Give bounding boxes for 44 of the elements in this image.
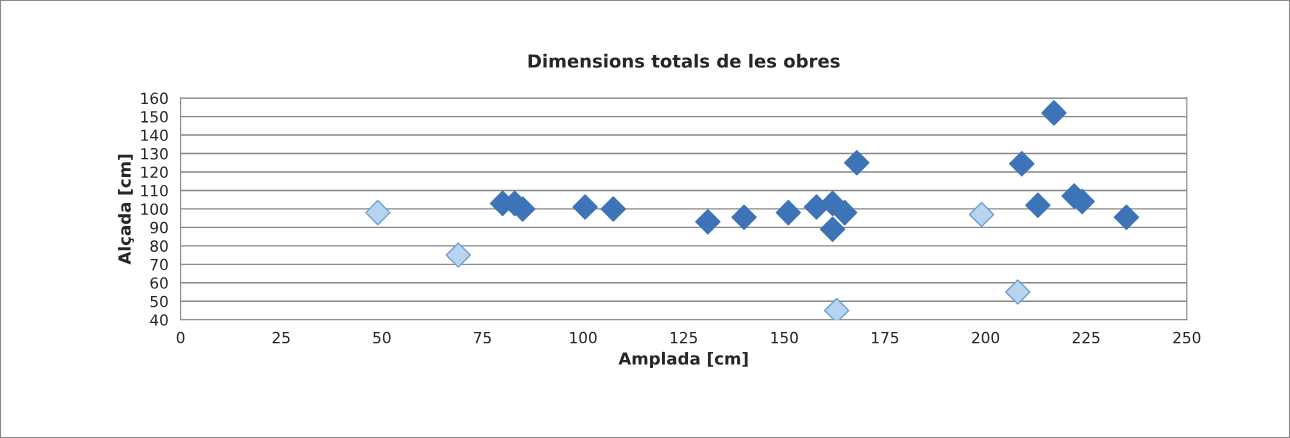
y-tick-label: 100 [141,203,168,215]
chart-title: Dimensions totals de les obres [528,53,840,68]
y-tick-label: 130 [141,147,168,160]
point [445,242,472,268]
x-tick-label: 175 [872,332,899,344]
point [831,199,858,226]
point [968,201,995,228]
y-tick-label: 160 [141,92,168,105]
y-tick-label: 110 [141,184,168,197]
point [1009,150,1035,177]
x-tick-label: 100 [570,331,597,344]
point [600,196,626,222]
point [823,297,850,320]
x-tick-label: 75 [473,332,491,344]
x-tick-label: 25 [272,331,290,344]
point [1005,279,1031,305]
x-tick-label: 50 [373,331,391,344]
y-tick-label: 90 [150,221,168,234]
x-tick-label: 200 [972,331,1000,344]
point [572,194,598,220]
y-tick-label: 70 [150,258,168,271]
point [775,199,802,226]
y-tick-label: 40 [150,314,168,326]
point [1113,204,1140,230]
y-tick-label: 120 [141,166,168,179]
point [1025,192,1051,218]
point [731,204,757,230]
y-tick-label: 60 [150,277,168,289]
point [1041,100,1067,126]
x-tick-label: 150 [771,331,798,344]
y-axis-title: Alçada [cm] [117,154,134,265]
x-axis-title: Amplada [cm] [618,351,748,369]
x-tick-label: 225 [1072,331,1100,344]
point [819,216,846,242]
y-tick-label: 50 [150,295,168,308]
point [695,209,721,235]
y-tick-label: 140 [141,129,168,142]
y-tick-label: 80 [150,240,168,252]
y-tick-label: 150 [141,111,168,123]
x-tick-label: 0 [176,331,185,344]
x-tick-label: 250 [1173,331,1201,344]
point [844,150,870,176]
x-tick-label: 125 [670,331,697,344]
point [365,199,391,226]
